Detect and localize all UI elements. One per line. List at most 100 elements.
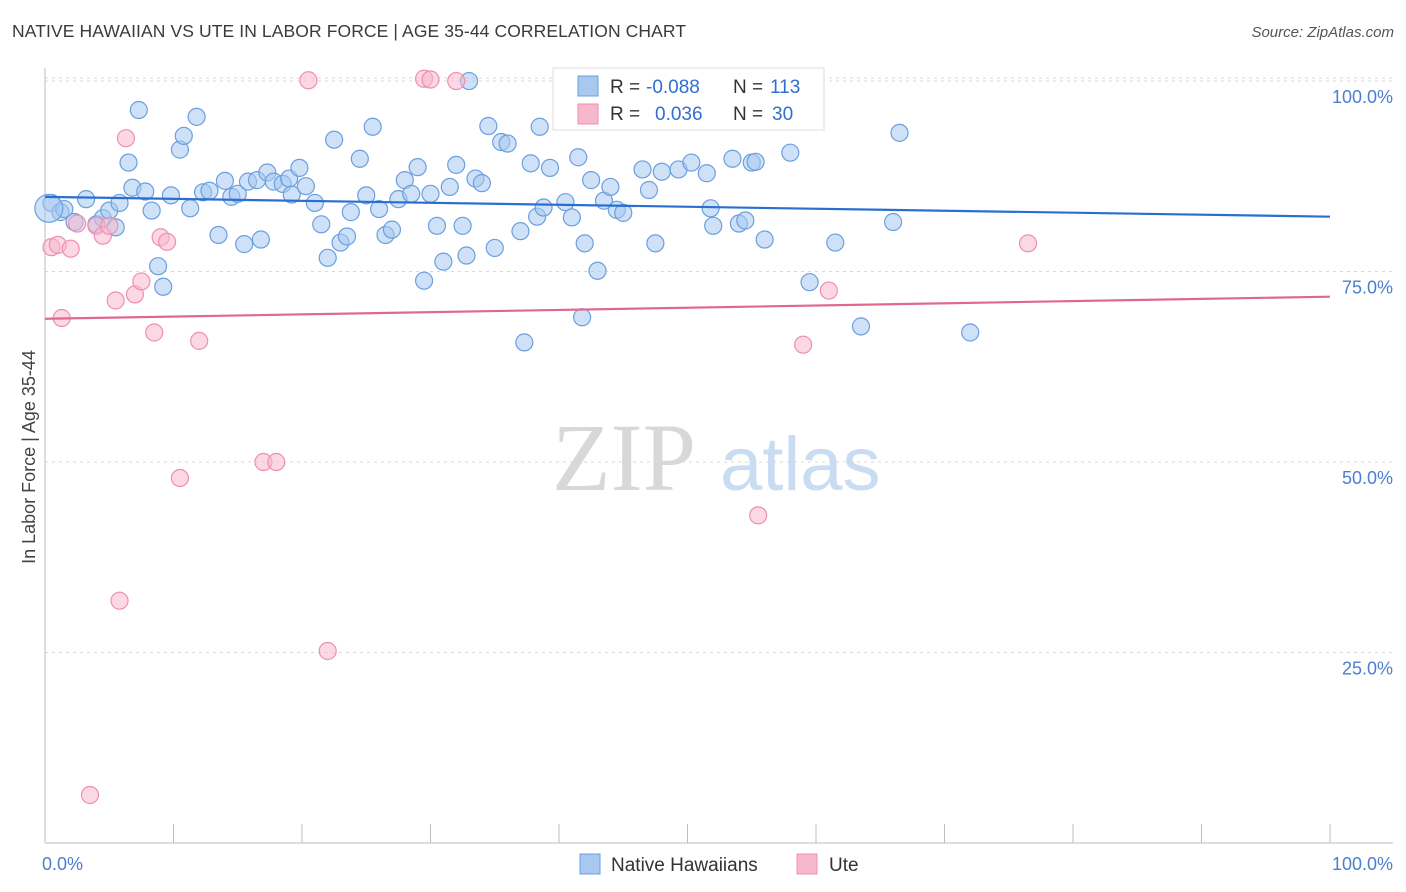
point-ute-28: [1018, 234, 1038, 253]
point-native-hawaiians-17: [161, 186, 181, 205]
y-tick-label-75: 75.0%: [1342, 278, 1393, 298]
point-native-hawaiians-41: [318, 248, 337, 267]
point-native-hawaiians-76: [556, 193, 575, 212]
legend-n-label-2: N =: [733, 104, 763, 125]
point-native-hawaiians-24: [209, 225, 228, 245]
point-native-hawaiians-42: [325, 130, 344, 149]
legend-r-label-1: R =: [610, 77, 640, 98]
point-native-hawaiians-38: [296, 177, 315, 196]
series-label-ute: Ute: [829, 855, 859, 876]
point-native-hawaiians-14: [142, 201, 161, 220]
trend-line-ute: [44, 295, 1331, 320]
point-native-hawaiians-58: [427, 216, 447, 235]
point-ute-23: [421, 70, 440, 89]
point-ute-9: [106, 291, 125, 310]
point-native-hawaiians-56: [414, 271, 434, 290]
point-native-hawaiians-84: [601, 177, 620, 197]
point-ute-29: [299, 71, 318, 90]
legend-r-value-1: -0.088: [646, 77, 700, 98]
watermark-zip: ZIP: [552, 404, 696, 511]
point-native-hawaiians-72: [521, 154, 540, 173]
point-native-hawaiians-57: [421, 184, 440, 203]
point-native-hawaiians-20: [181, 199, 200, 218]
point-ute-13: [132, 272, 151, 291]
point-native-hawaiians-60: [440, 177, 459, 197]
point-ute-27: [819, 281, 838, 300]
point-ute-5: [80, 785, 100, 805]
point-native-hawaiians-48: [363, 117, 382, 136]
point-ute-14: [145, 323, 164, 342]
y-tick-label-50: 50.0%: [1342, 468, 1393, 488]
point-native-hawaiians-31: [251, 230, 270, 249]
point-native-hawaiians-96: [704, 216, 723, 235]
point-native-hawaiians-13: [136, 182, 155, 201]
point-native-hawaiians-69: [498, 134, 517, 153]
point-native-hawaiians-15: [148, 257, 168, 276]
point-ute-20: [267, 452, 286, 472]
point-native-hawaiians-23: [200, 181, 219, 200]
point-native-hawaiians-82: [588, 261, 607, 280]
legend-r-label-2: R =: [610, 104, 640, 125]
point-native-hawaiians-75: [540, 158, 560, 178]
point-native-hawaiians-110: [961, 323, 980, 342]
point-native-hawaiians-39: [305, 193, 324, 213]
point-native-hawaiians-89: [646, 234, 665, 253]
point-native-hawaiians-59: [434, 252, 453, 271]
point-native-hawaiians-106: [826, 233, 845, 252]
point-native-hawaiians-80: [575, 234, 594, 253]
point-native-hawaiians-62: [453, 216, 472, 235]
point-native-hawaiians-27: [228, 184, 247, 203]
series-swatch-ute: [796, 853, 818, 875]
y-tick-label-100: 100.0%: [1332, 87, 1393, 107]
point-native-hawaiians-67: [485, 238, 504, 258]
point-native-hawaiians-66: [479, 116, 498, 136]
point-native-hawaiians-111: [530, 117, 549, 136]
point-native-hawaiians-36: [282, 185, 301, 204]
chart-title: NATIVE HAWAIIAN VS UTE IN LABOR FORCE | …: [12, 21, 687, 41]
point-native-hawaiians-100: [736, 211, 755, 230]
point-native-hawaiians-4: [77, 190, 96, 209]
point-native-hawaiians-40: [312, 215, 331, 234]
trend-lines: [44, 195, 1331, 320]
point-native-hawaiians-88: [639, 180, 659, 200]
point-ute-24: [447, 71, 466, 91]
point-native-hawaiians-19: [174, 126, 193, 146]
point-native-hawaiians-107: [851, 317, 871, 336]
point-native-hawaiians-55: [408, 158, 427, 177]
point-native-hawaiians-87: [633, 160, 652, 179]
legend-swatch-ute: [577, 103, 599, 125]
point-native-hawaiians-74: [534, 198, 553, 217]
point-native-hawaiians-47: [357, 186, 376, 205]
point-native-hawaiians-90: [652, 162, 671, 181]
legend-n-label-1: N =: [733, 77, 763, 98]
point-ute-11: [116, 129, 136, 148]
point-ute-17: [170, 468, 190, 488]
legend-n-value-1: 113: [770, 77, 800, 98]
trend-line-native-hawaiians: [44, 195, 1331, 218]
point-ute-4: [68, 214, 87, 233]
point-native-hawaiians-65: [472, 174, 491, 193]
source-credit: Source: ZipAtlas.com: [1251, 24, 1394, 41]
point-native-hawaiians-104: [781, 143, 800, 162]
point-native-hawaiians-93: [682, 153, 701, 172]
legend-n-value-2: 30: [772, 104, 793, 125]
point-native-hawaiians-edge: [34, 193, 64, 223]
point-native-hawaiians-108: [883, 212, 903, 232]
point-ute-3: [61, 239, 80, 258]
series-legend: Native Hawaiians Ute: [579, 853, 859, 876]
point-native-hawaiians-46: [350, 149, 369, 168]
x-ticks: [173, 824, 1331, 843]
point-native-hawaiians-71: [515, 333, 534, 352]
point-native-hawaiians-102: [746, 152, 765, 171]
point-native-hawaiians-81: [582, 171, 601, 190]
point-native-hawaiians-28: [235, 235, 254, 254]
point-native-hawaiians-45: [341, 203, 360, 222]
point-ute-16: [157, 232, 177, 251]
point-native-hawaiians-61: [447, 155, 466, 174]
point-native-hawaiians-94: [697, 164, 716, 183]
point-native-hawaiians-98: [723, 149, 742, 168]
series-swatch-native-hawaiians: [579, 853, 601, 875]
x-tick-label-min: 0.0%: [42, 854, 83, 874]
point-native-hawaiians-79: [573, 308, 592, 327]
